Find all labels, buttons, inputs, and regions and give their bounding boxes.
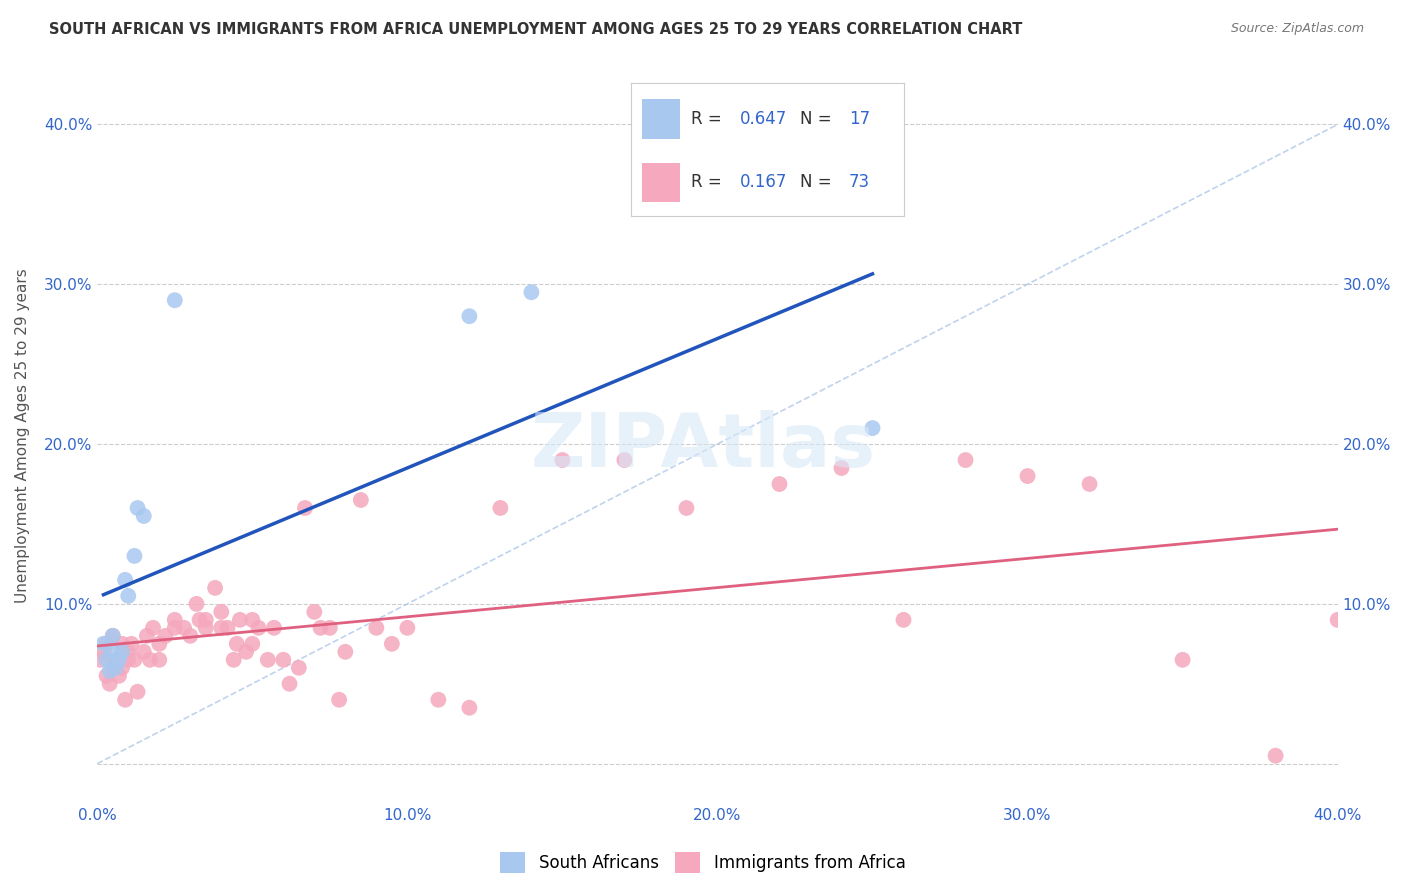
Point — [101, 629, 124, 643]
Point — [862, 421, 884, 435]
Point — [396, 621, 419, 635]
Point — [381, 637, 404, 651]
Point — [209, 605, 232, 619]
Point — [263, 621, 285, 635]
Point — [117, 653, 139, 667]
Point — [613, 453, 636, 467]
Point — [96, 637, 118, 651]
Point — [294, 500, 316, 515]
Point — [132, 508, 155, 523]
Point — [551, 453, 574, 467]
Point — [427, 692, 450, 706]
Point — [240, 613, 263, 627]
Point — [114, 573, 136, 587]
Point — [350, 493, 373, 508]
Point — [319, 621, 342, 635]
Point — [288, 661, 311, 675]
Point — [235, 645, 257, 659]
Point — [127, 685, 149, 699]
Legend: South Africans, Immigrants from Africa: South Africans, Immigrants from Africa — [494, 846, 912, 880]
Point — [93, 637, 115, 651]
Point — [127, 500, 149, 515]
Point — [366, 621, 388, 635]
Point — [111, 645, 134, 659]
Point — [1326, 613, 1348, 627]
Point — [111, 661, 134, 675]
Point — [186, 597, 208, 611]
Point — [139, 653, 162, 667]
Point — [204, 581, 226, 595]
Point — [124, 549, 146, 563]
Point — [489, 500, 512, 515]
Point — [98, 664, 121, 678]
Point — [217, 621, 239, 635]
Point — [98, 677, 121, 691]
Point — [209, 621, 232, 635]
Point — [675, 500, 697, 515]
Point — [163, 293, 186, 308]
Point — [194, 621, 217, 635]
Point — [229, 613, 252, 627]
Point — [117, 645, 139, 659]
Point — [96, 669, 118, 683]
Point — [117, 589, 139, 603]
Point — [893, 613, 915, 627]
Point — [256, 653, 278, 667]
Point — [240, 637, 263, 651]
Point — [458, 700, 481, 714]
Point — [328, 692, 350, 706]
Point — [114, 692, 136, 706]
Point — [309, 621, 332, 635]
Point — [101, 661, 124, 675]
Point — [188, 613, 211, 627]
Point — [135, 629, 157, 643]
Point — [247, 621, 270, 635]
Y-axis label: Unemployment Among Ages 25 to 29 years: Unemployment Among Ages 25 to 29 years — [15, 268, 30, 604]
Point — [93, 645, 115, 659]
Point — [194, 613, 217, 627]
Point — [104, 661, 127, 675]
Point — [173, 621, 195, 635]
Point — [304, 605, 326, 619]
Point — [155, 629, 177, 643]
Point — [225, 637, 247, 651]
Point — [458, 310, 481, 324]
Point — [1171, 653, 1194, 667]
Point — [89, 653, 111, 667]
Point — [1264, 748, 1286, 763]
Point — [142, 621, 165, 635]
Point — [278, 677, 301, 691]
Point — [132, 645, 155, 659]
Point — [768, 477, 790, 491]
Text: Source: ZipAtlas.com: Source: ZipAtlas.com — [1230, 22, 1364, 36]
Point — [163, 621, 186, 635]
Text: ZIPAtlas: ZIPAtlas — [530, 409, 876, 483]
Point — [955, 453, 977, 467]
Point — [179, 629, 201, 643]
Point — [120, 637, 142, 651]
Point — [101, 645, 124, 659]
Point — [830, 461, 852, 475]
Point — [335, 645, 357, 659]
Point — [111, 637, 134, 651]
Point — [520, 285, 543, 300]
Point — [108, 669, 131, 683]
Point — [108, 653, 131, 667]
Point — [163, 613, 186, 627]
Point — [271, 653, 294, 667]
Text: SOUTH AFRICAN VS IMMIGRANTS FROM AFRICA UNEMPLOYMENT AMONG AGES 25 TO 29 YEARS C: SOUTH AFRICAN VS IMMIGRANTS FROM AFRICA … — [49, 22, 1022, 37]
Point — [124, 653, 146, 667]
Point — [1078, 477, 1101, 491]
Point — [148, 653, 170, 667]
Point — [148, 637, 170, 651]
Point — [104, 653, 127, 667]
Point — [222, 653, 245, 667]
Point — [96, 653, 118, 667]
Point — [101, 629, 124, 643]
Point — [1017, 469, 1039, 483]
